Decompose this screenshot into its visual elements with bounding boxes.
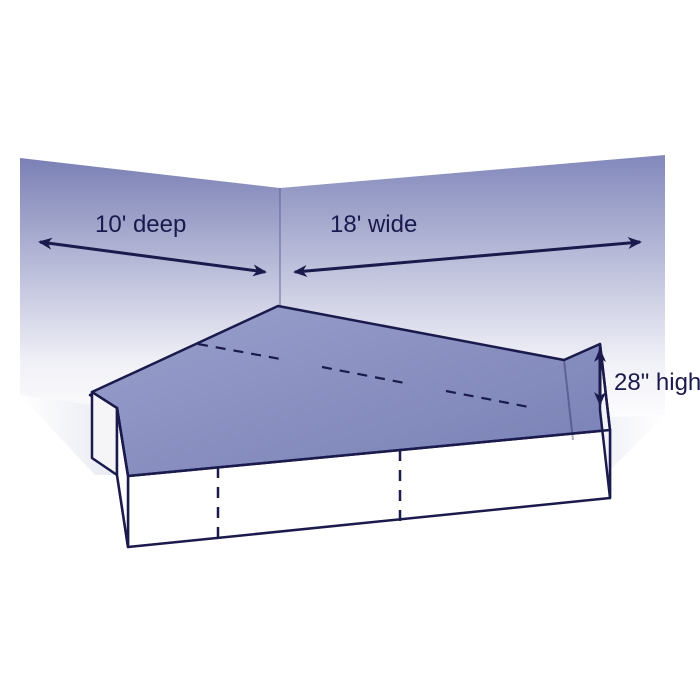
dimension-diagram: 10' deep 18' wide 28" high: [0, 0, 700, 700]
label-height: 28" high: [614, 369, 700, 396]
label-width: 18' wide: [330, 211, 417, 238]
label-depth: 10' deep: [95, 211, 186, 238]
